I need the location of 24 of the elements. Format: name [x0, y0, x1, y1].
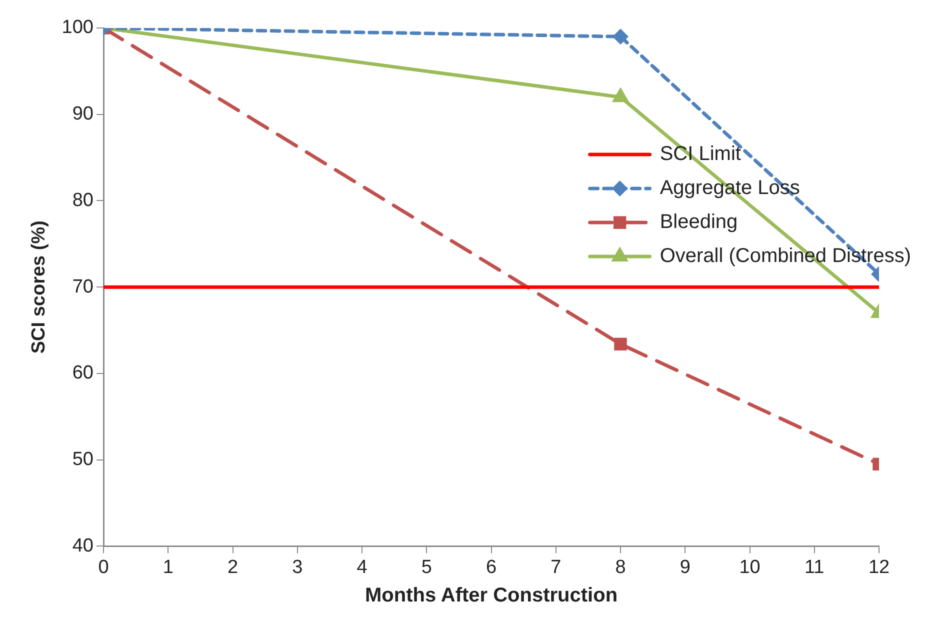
- x-tick-label: 1: [162, 556, 174, 578]
- legend-label: SCI Limit: [660, 143, 742, 166]
- x-tick-label: 0: [98, 556, 109, 578]
- x-tick-label: 4: [356, 556, 368, 578]
- y-tick-label: 40: [72, 535, 94, 556]
- x-tick-label: 2: [227, 556, 238, 578]
- y-tick-label: 60: [72, 362, 94, 384]
- x-tick-label: 8: [615, 556, 626, 578]
- y-tick-label: 100: [62, 17, 94, 38]
- x-axis-title: Months After Construction: [364, 584, 618, 607]
- y-tick-label: 80: [72, 190, 94, 211]
- x-tick-label: 10: [739, 556, 760, 578]
- legend-label: Bleeding: [660, 211, 738, 234]
- x-tick-label: 3: [292, 556, 303, 578]
- y-tick-label: 50: [72, 449, 94, 470]
- x-tick-label: 11: [804, 556, 824, 578]
- y-tick-label: 90: [72, 104, 94, 125]
- x-tick-label: 12: [868, 556, 890, 578]
- y-tick-label: 70: [72, 276, 94, 298]
- x-tick-label: 7: [550, 556, 562, 578]
- y-axis-title: SCI scores (%): [28, 220, 50, 354]
- x-tick-label: 6: [486, 556, 497, 578]
- x-tick-label: 5: [421, 556, 432, 578]
- x-tick-label: 9: [680, 556, 690, 578]
